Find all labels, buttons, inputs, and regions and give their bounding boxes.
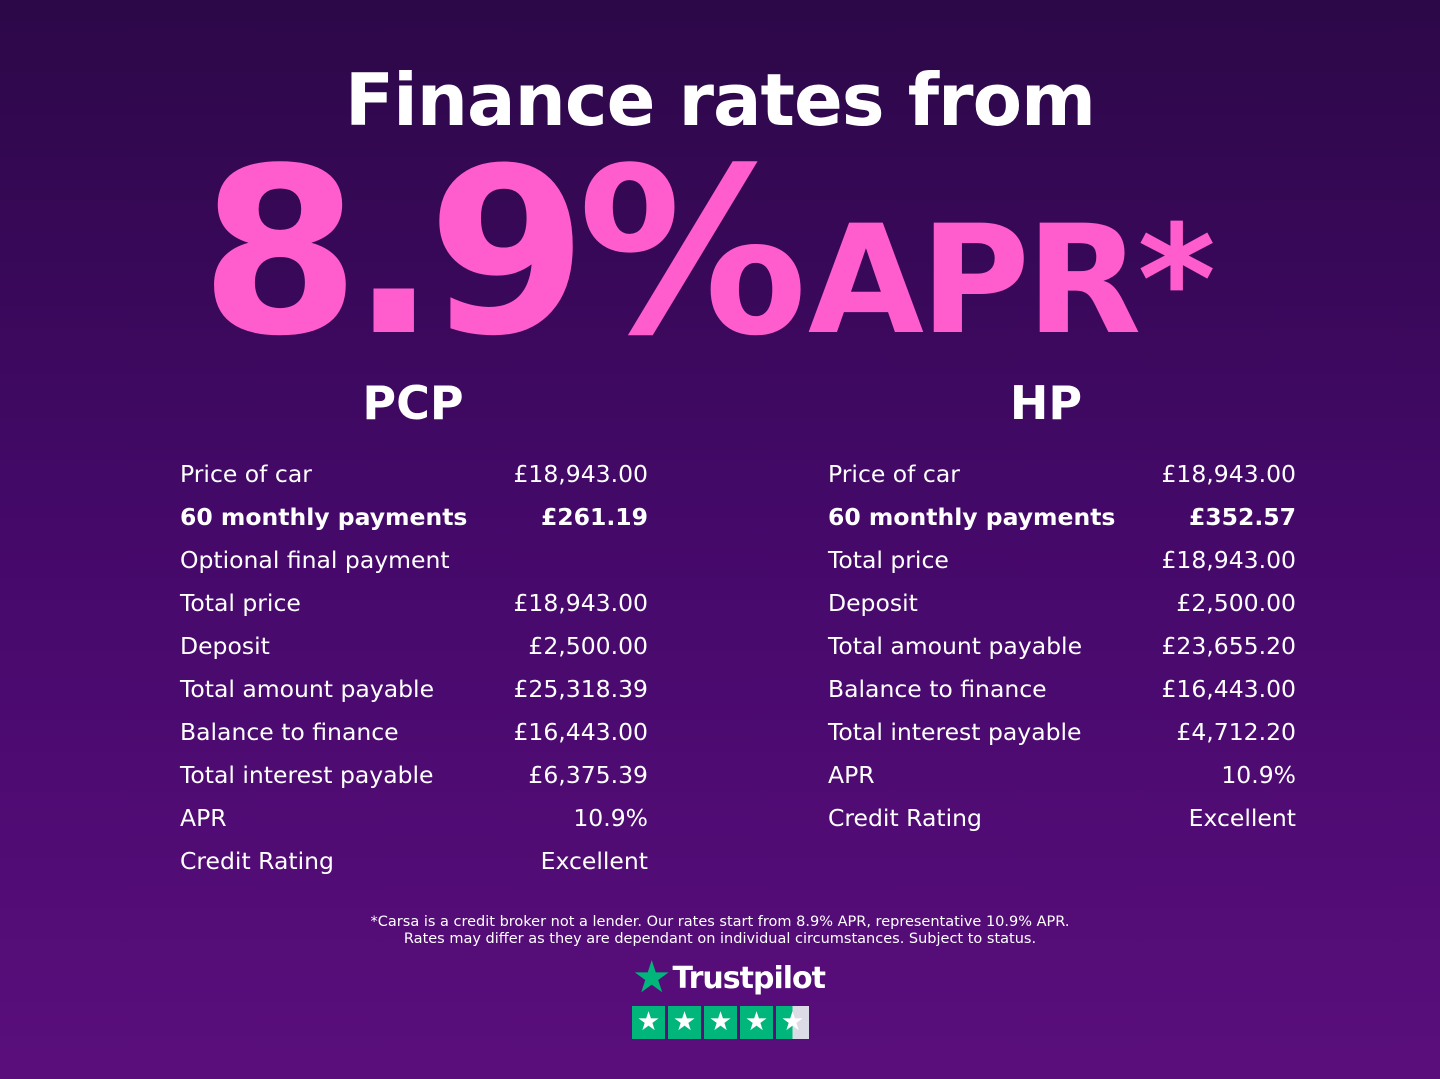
trustpilot-rating: ★ ★ ★ ★ ★ bbox=[632, 1006, 812, 1039]
table-row: Balance to finance £16,443.00 bbox=[828, 667, 1296, 710]
row-label: Optional final payment bbox=[180, 545, 450, 574]
table-row: Total amount payable £25,318.39 bbox=[180, 667, 648, 710]
row-label: Credit Rating bbox=[180, 846, 334, 875]
trustpilot-star-icon: ★ bbox=[632, 952, 671, 1003]
table-row: Deposit £2,500.00 bbox=[180, 624, 648, 667]
table-row: Total interest payable £6,375.39 bbox=[180, 753, 648, 796]
row-label: Balance to finance bbox=[180, 717, 399, 746]
row-value: £261.19 bbox=[540, 502, 648, 531]
row-value: Excellent bbox=[1188, 803, 1296, 832]
table-row: Optional final payment bbox=[180, 538, 648, 581]
rate-display: 8.9%APR* bbox=[200, 120, 1216, 387]
row-value: £2,500.00 bbox=[1176, 588, 1296, 617]
table-row: Credit Rating Excellent bbox=[828, 796, 1296, 839]
table-row: Total amount payable £23,655.20 bbox=[828, 624, 1296, 667]
row-label: Total amount payable bbox=[180, 674, 435, 703]
table-row: Price of car £18,943.00 bbox=[828, 452, 1296, 495]
row-label: 60 monthly payments bbox=[180, 502, 468, 531]
row-label: Price of car bbox=[180, 459, 312, 488]
table-row: Balance to finance £16,443.00 bbox=[180, 710, 648, 753]
row-label: 60 monthly payments bbox=[828, 502, 1116, 531]
row-value: 10.9% bbox=[573, 803, 648, 832]
table-row: Total price £18,943.00 bbox=[828, 538, 1296, 581]
table-row: Total price £18,943.00 bbox=[180, 581, 648, 624]
rating-star-icon: ★ bbox=[668, 1006, 701, 1039]
row-value: £352.57 bbox=[1188, 502, 1296, 531]
table-row: 60 monthly payments £352.57 bbox=[828, 495, 1296, 538]
pcp-heading: PCP bbox=[362, 376, 464, 430]
disclaimer-line-1: *Carsa is a credit broker not a lender. … bbox=[370, 914, 1070, 930]
table-row: Credit Rating Excellent bbox=[180, 839, 648, 882]
row-value: £18,943.00 bbox=[1161, 459, 1296, 488]
rating-star-icon: ★ bbox=[740, 1006, 773, 1039]
row-label: Total price bbox=[180, 588, 301, 617]
table-row: APR 10.9% bbox=[828, 753, 1296, 796]
row-label: Deposit bbox=[828, 588, 918, 617]
row-label: Total amount payable bbox=[828, 631, 1083, 660]
row-label: Total price bbox=[828, 545, 949, 574]
rating-star-icon: ★ bbox=[704, 1006, 737, 1039]
row-value: £16,443.00 bbox=[513, 717, 648, 746]
row-label: Price of car bbox=[828, 459, 960, 488]
table-row: Total interest payable £4,712.20 bbox=[828, 710, 1296, 753]
rate-value: 8.9% bbox=[200, 120, 808, 387]
row-value: £16,443.00 bbox=[1161, 674, 1296, 703]
trustpilot-badge: ★ Trustpilot ★ ★ ★ ★ ★ bbox=[632, 952, 826, 1039]
table-row: Price of car £18,943.00 bbox=[180, 452, 648, 495]
row-value: £4,712.20 bbox=[1176, 717, 1296, 746]
hp-table: Price of car £18,943.00 60 monthly payment… bbox=[828, 452, 1296, 839]
row-value: £23,655.20 bbox=[1161, 631, 1296, 660]
rating-star-icon: ★ bbox=[632, 1006, 665, 1039]
table-row: Deposit £2,500.00 bbox=[828, 581, 1296, 624]
headline: Finance rates from bbox=[344, 58, 1096, 142]
disclaimer-line-2: Rates may differ as they are dependant o… bbox=[403, 931, 1037, 947]
row-label: APR bbox=[828, 760, 875, 789]
row-label: Total interest payable bbox=[180, 760, 434, 789]
pcp-table: Price of car £18,943.00 60 monthly payment… bbox=[180, 452, 648, 882]
row-value: £18,943.00 bbox=[1161, 545, 1296, 574]
row-value: £6,375.39 bbox=[528, 760, 648, 789]
row-value: £2,500.00 bbox=[528, 631, 648, 660]
row-label: APR bbox=[180, 803, 227, 832]
row-value: £18,943.00 bbox=[513, 459, 648, 488]
row-value: 10.9% bbox=[1221, 760, 1296, 789]
row-label: Deposit bbox=[180, 631, 270, 660]
row-value: £25,318.39 bbox=[513, 674, 648, 703]
trustpilot-name: Trustpilot bbox=[672, 960, 826, 996]
hp-heading: HP bbox=[1009, 376, 1083, 430]
rating-star-icon: ★ bbox=[776, 1006, 809, 1039]
row-label: Total interest payable bbox=[828, 717, 1082, 746]
row-label: Balance to finance bbox=[828, 674, 1047, 703]
row-value: Excellent bbox=[540, 846, 648, 875]
table-row: 60 monthly payments £261.19 bbox=[180, 495, 648, 538]
row-label: Credit Rating bbox=[828, 803, 982, 832]
apr-label: APR* bbox=[807, 194, 1216, 368]
row-value: £18,943.00 bbox=[513, 588, 648, 617]
table-row: APR 10.9% bbox=[180, 796, 648, 839]
disclaimer: *Carsa is a credit broker not a lender. … bbox=[0, 914, 1440, 948]
